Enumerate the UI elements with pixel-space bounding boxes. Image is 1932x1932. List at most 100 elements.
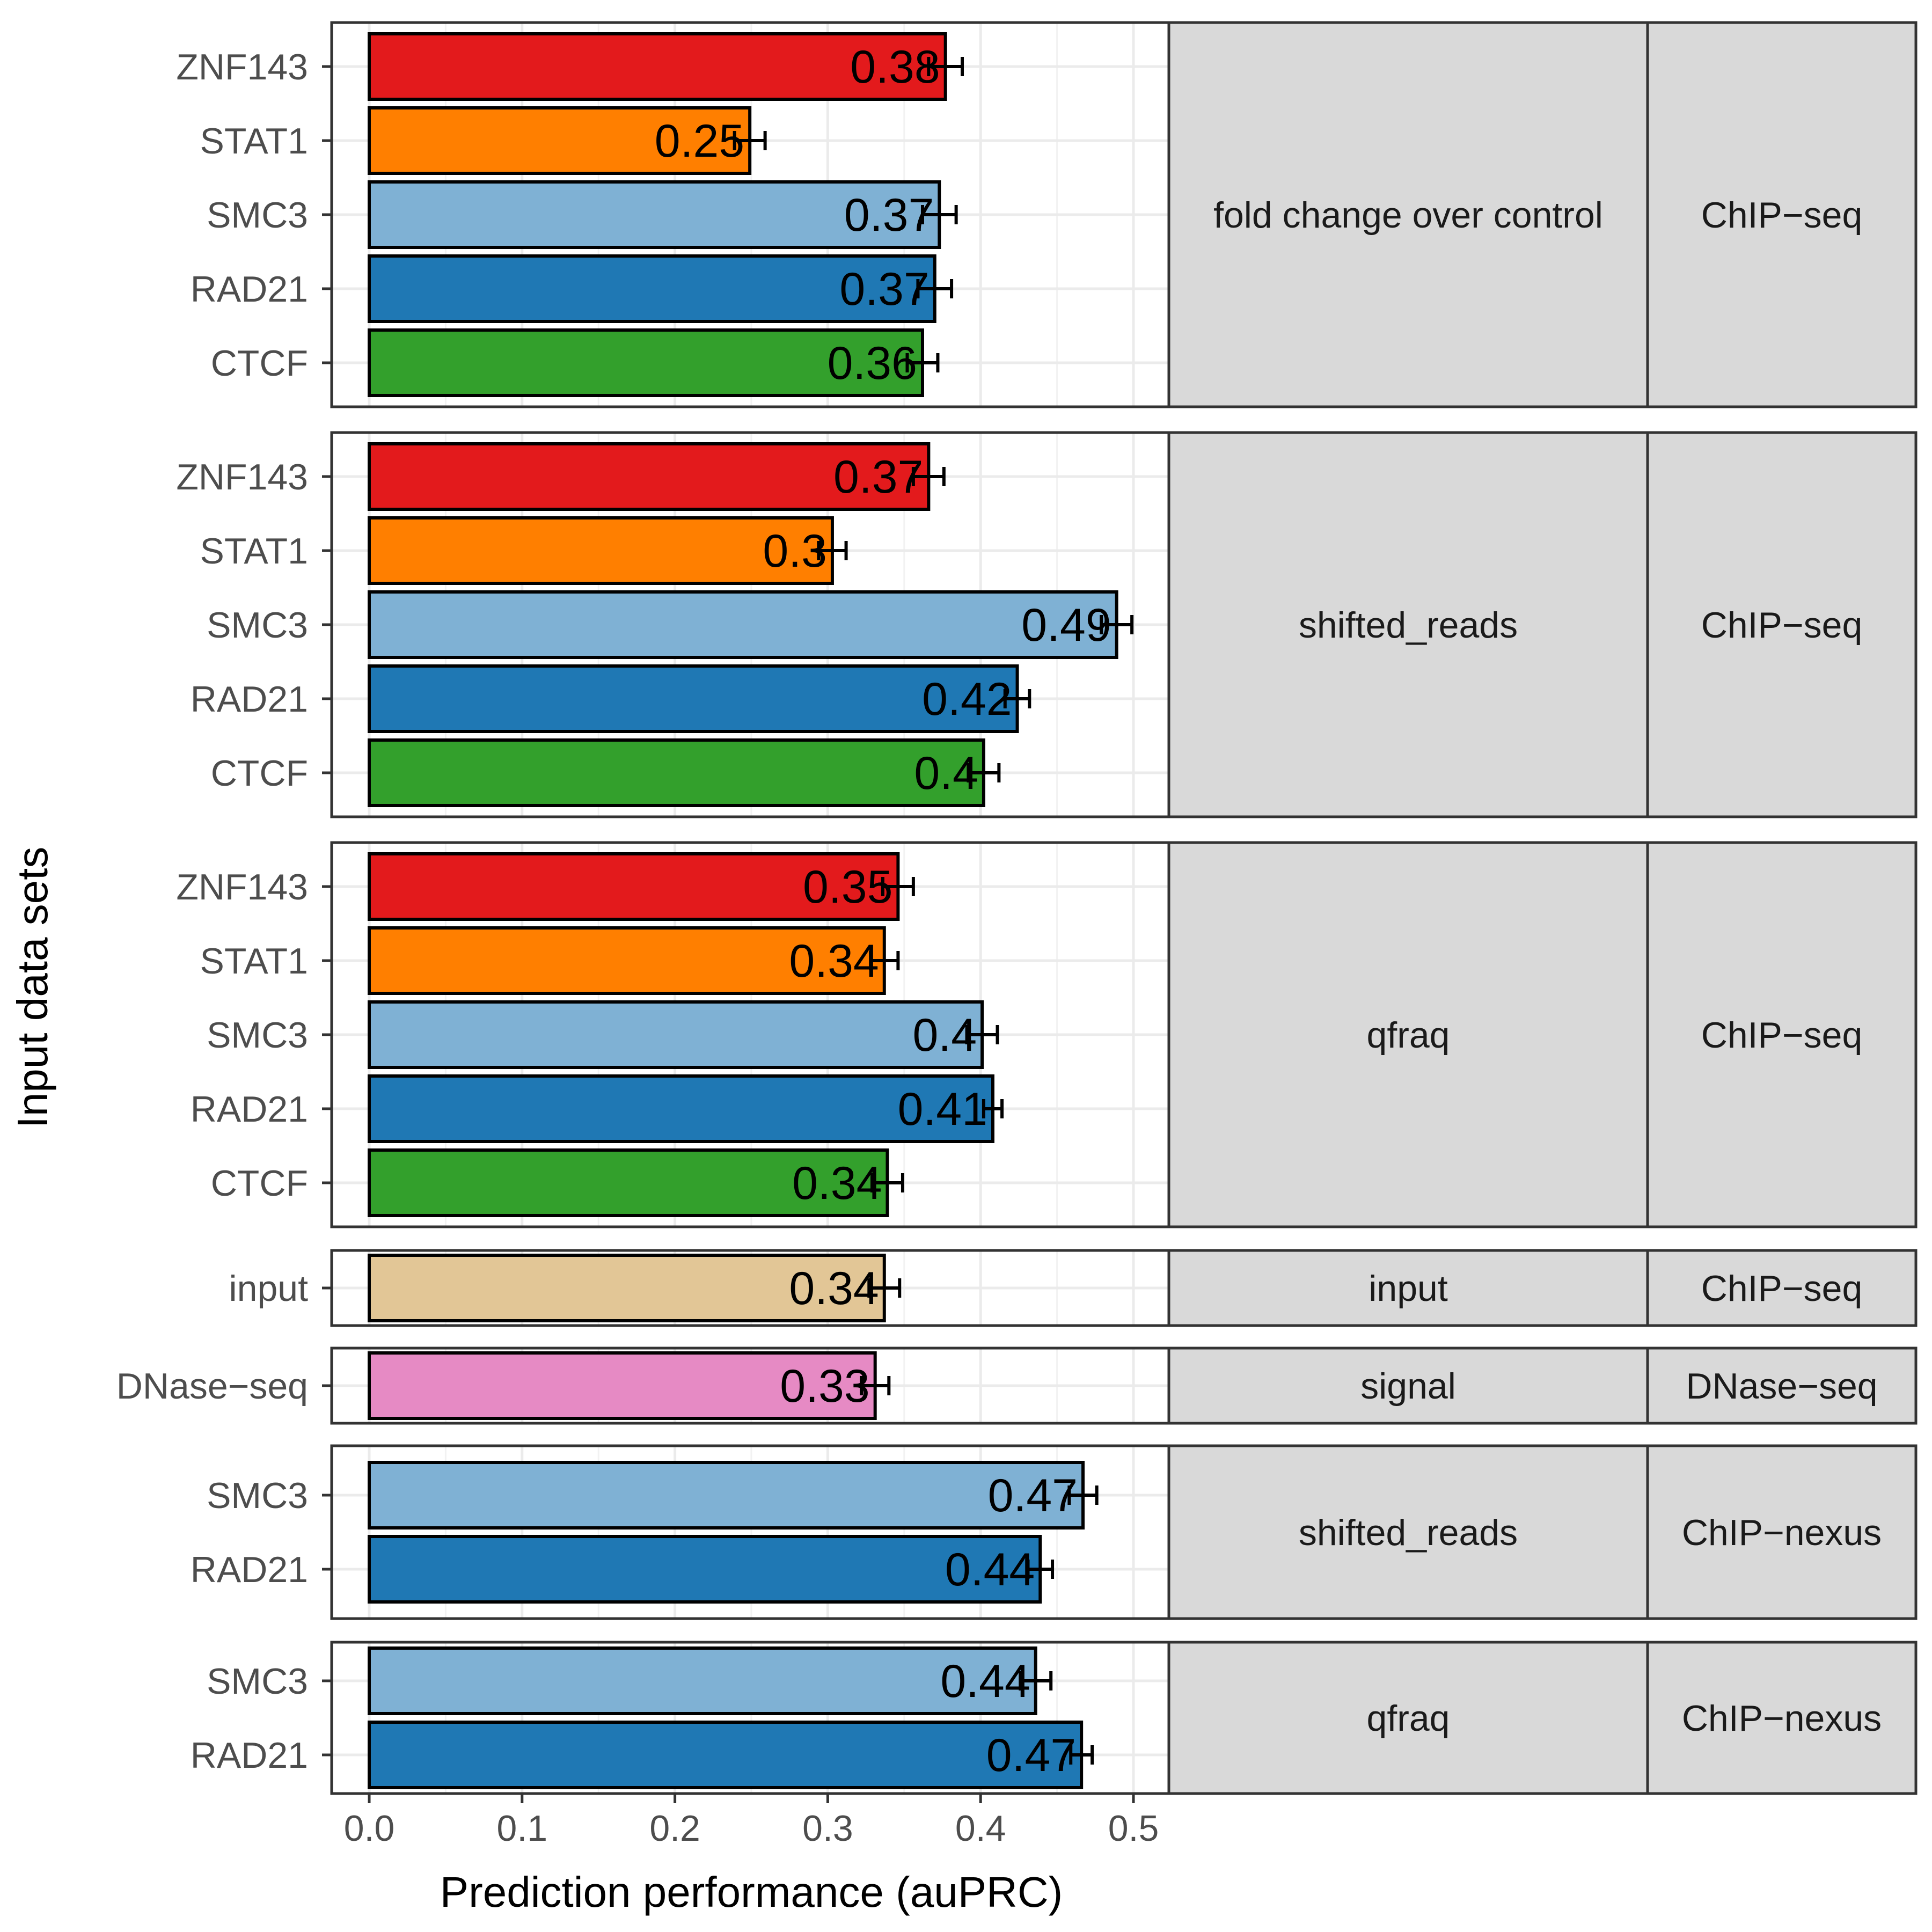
strip-label-normalization: qfraq [1367,1698,1450,1739]
strip-background [1646,21,1918,408]
bar-value-label: 0.44 [940,1656,1030,1707]
x-axis: 0.0 0.1 0.2 0.3 0.4 0.5 [344,1794,1159,1849]
strip-label-normalization: qfraq [1367,1015,1450,1056]
bar-value-label: 0.41 [898,1084,987,1135]
strip-background [1167,1346,1649,1425]
strip-label-assay: ChIP−seq [1701,605,1863,646]
panel-1: 0.38 ZNF143 0.25 STAT1 0.37 SMC3 0.37 RAD21 0.36… [176,21,1918,408]
bar-value-label: 0.25 [655,115,744,167]
x-tick-label: 0.4 [955,1808,1006,1849]
bar [368,590,1118,659]
panel-5: 0.33 DNase−seq signal DNase−seq [116,1346,1918,1425]
x-tick-label: 0.0 [344,1808,395,1849]
strip-background [1646,841,1918,1228]
strip-label-normalization: signal [1360,1366,1456,1407]
bar-value-label: 0.35 [803,861,892,913]
y-tick-label: CTCF [211,343,308,384]
y-tick-label: RAD21 [191,1735,308,1776]
bar [368,1351,877,1420]
bar [368,1535,1042,1604]
strip-label-assay: ChIP−seq [1701,1015,1863,1056]
strip-label-assay: ChIP−nexus [1682,1698,1882,1739]
strip-label-normalization: shifted_reads [1299,605,1518,646]
strip-label-assay: ChIP−seq [1701,1268,1863,1309]
x-tick-label: 0.2 [649,1808,700,1849]
bar [368,180,941,249]
y-tick-label: RAD21 [191,679,308,720]
bar [368,852,900,921]
strip-background [1646,1444,1918,1620]
panel-6: 0.47 SMC3 0.44 RAD21 shifted_reads ChIP−nexus [191,1444,1918,1620]
strip-background [1646,431,1918,818]
strip-label-assay: ChIP−seq [1701,195,1863,236]
y-tick-label: RAD21 [191,1549,308,1590]
bar-value-label: 0.47 [988,1470,1078,1521]
y-tick-label: SMC3 [207,1475,308,1516]
x-tick-label: 0.3 [802,1808,853,1849]
bar-value-label: 0.37 [833,451,923,503]
bar [368,1254,886,1322]
strip-background [1167,431,1649,818]
bar [368,1721,1084,1789]
y-tick-label: RAD21 [191,269,308,310]
strip-label-normalization: fold change over control [1213,195,1603,236]
strip-label-normalization: shifted_reads [1299,1512,1518,1553]
bar-value-label: 0.34 [792,1158,882,1209]
strip-background [1167,1641,1649,1795]
bar [368,328,924,397]
bar-value-label: 0.44 [945,1544,1035,1596]
y-tick-label: DNase−seq [116,1366,308,1407]
bar [368,32,947,101]
panel-4: 0.34 input input ChIP−seq [229,1249,1918,1327]
y-tick-label: SMC3 [207,605,308,646]
bar-value-label: 0.37 [844,189,934,241]
bar-value-label: 0.34 [789,1263,879,1314]
bar [368,926,886,995]
bar-value-label: 0.36 [828,338,917,389]
y-tick-label: CTCF [211,753,308,794]
bar-value-label: 0.4 [912,1009,977,1061]
strip-background [1167,841,1649,1228]
strip-background [1646,1346,1918,1425]
strip-background [1167,1249,1649,1327]
bar-value-label: 0.42 [922,674,1012,725]
y-tick-label: ZNF143 [176,457,308,497]
chart-panels: 0.38 ZNF143 0.25 STAT1 0.37 SMC3 0.37 RAD21 0.36… [116,21,1918,1795]
bar [368,738,985,807]
x-tick-label: 0.1 [497,1808,548,1849]
x-tick-label: 0.5 [1108,1808,1159,1849]
bar-value-label: 0.4 [914,748,978,799]
bar-value-label: 0.49 [1021,599,1111,651]
y-tick-label: ZNF143 [176,47,308,87]
panel-3: 0.35 ZNF143 0.34 STAT1 0.4 SMC3 0.41 RAD21 0.34 C… [176,841,1918,1228]
bar-value-label: 0.38 [850,41,940,93]
y-tick-label: STAT1 [200,531,308,572]
y-tick-label: SMC3 [207,1015,308,1056]
bar-value-label: 0.34 [789,935,879,987]
panel-7: 0.44 SMC3 0.47 RAD21 qfraq ChIP−nexus [191,1641,1918,1795]
bar [368,442,931,511]
panel-2: 0.37 ZNF143 0.3 STAT1 0.49 SMC3 0.42 RAD21 0.4 CT… [176,431,1918,818]
y-tick-label: SMC3 [207,1661,308,1702]
strip-label-assay: DNase−seq [1686,1366,1877,1407]
strip-background [1167,21,1649,408]
bar [368,1461,1085,1529]
y-tick-label: RAD21 [191,1089,308,1130]
y-axis-title: Input data sets [9,847,56,1129]
y-tick-label: SMC3 [207,195,308,236]
y-tick-label: CTCF [211,1163,308,1204]
strip-label-assay: ChIP−nexus [1682,1512,1882,1553]
strip-label-normalization: input [1368,1268,1448,1309]
strip-background [1646,1249,1918,1327]
y-tick-label: STAT1 [200,941,308,982]
bar-value-label: 0.33 [780,1360,869,1412]
y-tick-label: ZNF143 [176,867,308,908]
bar [368,1000,984,1069]
bar [368,1148,889,1217]
y-tick-label: input [229,1268,309,1309]
bar-value-label: 0.3 [763,525,827,577]
bar [368,664,1019,733]
y-tick-label: STAT1 [200,121,308,162]
bar [368,1646,1037,1715]
